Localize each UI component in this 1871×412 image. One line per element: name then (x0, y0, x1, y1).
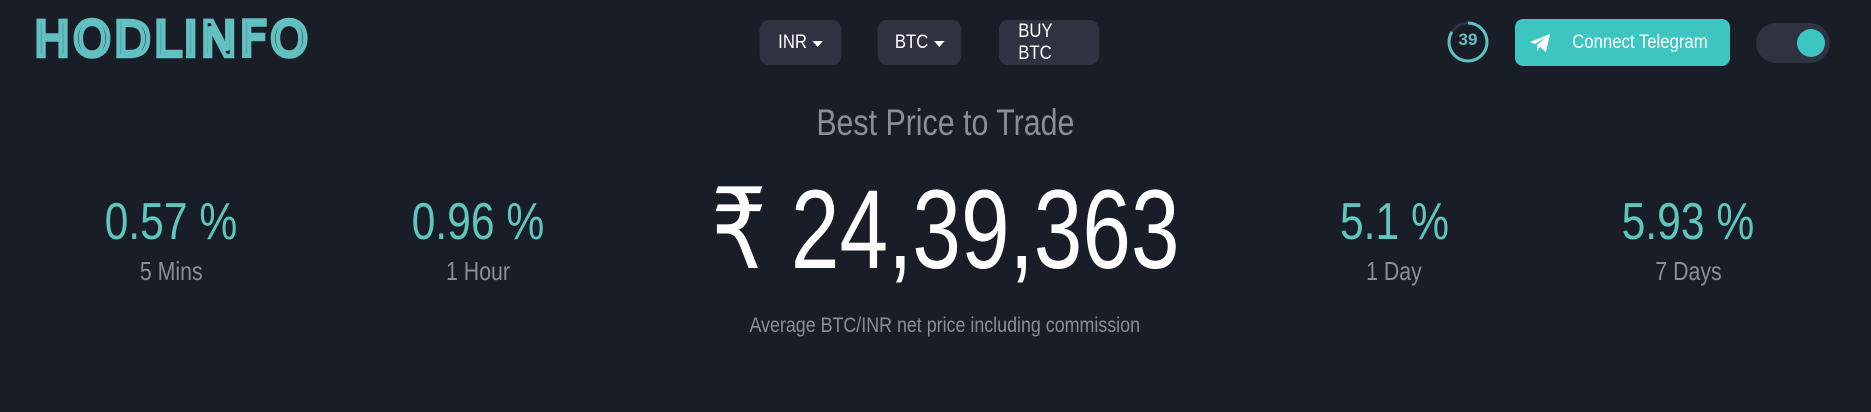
average-price: ₹ 24,39,363 (600, 170, 1290, 290)
stat-value: 5.93 % (1558, 192, 1818, 252)
stat-label-text: 7 Days (1654, 256, 1722, 286)
price-value: ₹ 24,39,363 (710, 167, 1180, 292)
headline-text: Best Price to Trade (815, 102, 1075, 143)
stat-7-days: 5.93 % 7 Days (1558, 192, 1818, 286)
stat-value-text: 5.93 % (1621, 193, 1755, 251)
timer-ring-icon (1447, 21, 1489, 63)
caret-down-icon (933, 40, 945, 47)
timer-seconds: 39 (1458, 30, 1478, 49)
subtitle-text: Average BTC/INR net price including comm… (749, 314, 1141, 337)
currency-dropdown[interactable]: INR (759, 20, 842, 65)
stat-label-text: 1 Day (1366, 256, 1422, 286)
stat-label: 5 Mins (41, 256, 301, 286)
paper-plane-icon (1529, 33, 1551, 53)
stat-5-mins: 0.57 % 5 Mins (41, 192, 301, 286)
stat-label: 1 Hour (348, 256, 608, 286)
best-price-heading: Best Price to Trade (0, 102, 1871, 144)
stat-value-text: 0.57 % (104, 193, 238, 251)
top-nav: INR BTC BUY BTC (754, 20, 1106, 65)
crypto-label: BTC (894, 31, 929, 53)
stat-value: 0.96 % (348, 192, 608, 252)
stat-label: 1 Day (1264, 256, 1524, 286)
refresh-timer: 39 (1446, 20, 1490, 64)
stat-value-text: 0.96 % (411, 193, 545, 251)
stat-value: 0.57 % (41, 192, 301, 252)
buy-btc-button[interactable]: BUY BTC (998, 20, 1100, 65)
toggle-knob (1797, 29, 1825, 57)
connect-telegram-button[interactable]: Connect Telegram (1515, 19, 1730, 66)
stat-1-hour: 0.96 % 1 Hour (348, 192, 608, 286)
stat-1-day: 5.1 % 1 Day (1264, 192, 1524, 286)
caret-down-icon (812, 40, 823, 47)
stat-label: 7 Days (1558, 256, 1818, 286)
logo-text: HODLINFO (34, 14, 311, 60)
crypto-dropdown[interactable]: BTC (877, 20, 962, 65)
hodlinfo-logo[interactable]: HODLINFO (32, 14, 378, 60)
connect-telegram-label: Connect Telegram (1571, 31, 1708, 53)
price-subtitle: Average BTC/INR net price including comm… (0, 314, 1871, 338)
theme-toggle[interactable] (1756, 23, 1830, 63)
stat-value-text: 5.1 % (1339, 193, 1449, 251)
stat-value: 5.1 % (1264, 192, 1524, 252)
stat-label-text: 5 Mins (139, 256, 203, 286)
stat-label-text: 1 Hour (445, 256, 510, 286)
buy-btc-label: BUY BTC (1018, 20, 1053, 64)
currency-label: INR (778, 31, 807, 53)
